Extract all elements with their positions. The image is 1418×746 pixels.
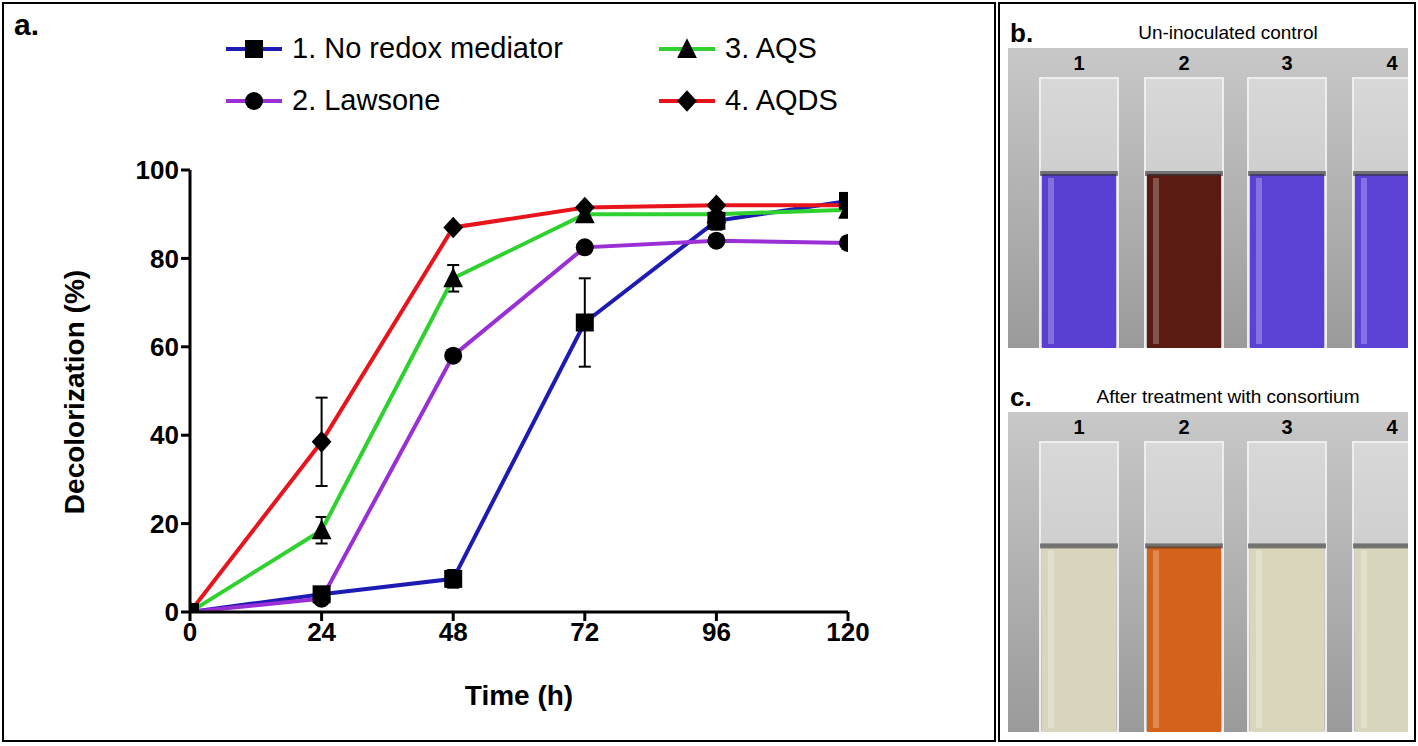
html-text:2: 2 <box>1178 416 1190 438</box>
svg-text:120: 120 <box>826 617 869 647</box>
svg-text:72: 72 <box>570 617 599 647</box>
html-text:4: 4 <box>1386 416 1398 438</box>
html-text:1: 1 <box>1073 52 1085 74</box>
html-text:4: 4 <box>1386 52 1398 74</box>
html-text:2. Lawsone: 2. Lawsone <box>292 84 441 116</box>
svg-text:0: 0 <box>165 597 179 627</box>
html-text:Un-inoculated control: Un-inoculated control <box>1138 22 1318 43</box>
html-text:c.: c. <box>1010 382 1032 412</box>
html-text:1: 1 <box>1073 416 1085 438</box>
svg-text:48: 48 <box>439 617 468 647</box>
svg-text:100: 100 <box>136 155 179 185</box>
svg-text:0: 0 <box>183 617 197 647</box>
svg-text:40: 40 <box>150 420 179 450</box>
svg-text:24: 24 <box>307 617 336 647</box>
svg-text:96: 96 <box>702 617 731 647</box>
html-text:b.: b. <box>1010 18 1034 48</box>
html-text:a.: a. <box>14 8 39 41</box>
html-text:4. AQDS: 4. AQDS <box>725 84 838 116</box>
html-text:Time (h): Time (h) <box>464 680 574 711</box>
html-text:3: 3 <box>1281 52 1293 74</box>
html-text:After treatment with consortiu: After treatment with consortium <box>1096 386 1360 407</box>
svg-text:20: 20 <box>150 509 179 539</box>
html-text:3: 3 <box>1281 416 1293 438</box>
html-text:Decolorization (%): Decolorization (%) <box>59 269 90 515</box>
svg-text:60: 60 <box>150 332 179 362</box>
html-text:2: 2 <box>1178 52 1190 74</box>
html-text:3. AQS: 3. AQS <box>725 32 817 64</box>
svg-text:80: 80 <box>150 244 179 274</box>
html-text:1. No redox mediator: 1. No redox mediator <box>292 32 563 64</box>
